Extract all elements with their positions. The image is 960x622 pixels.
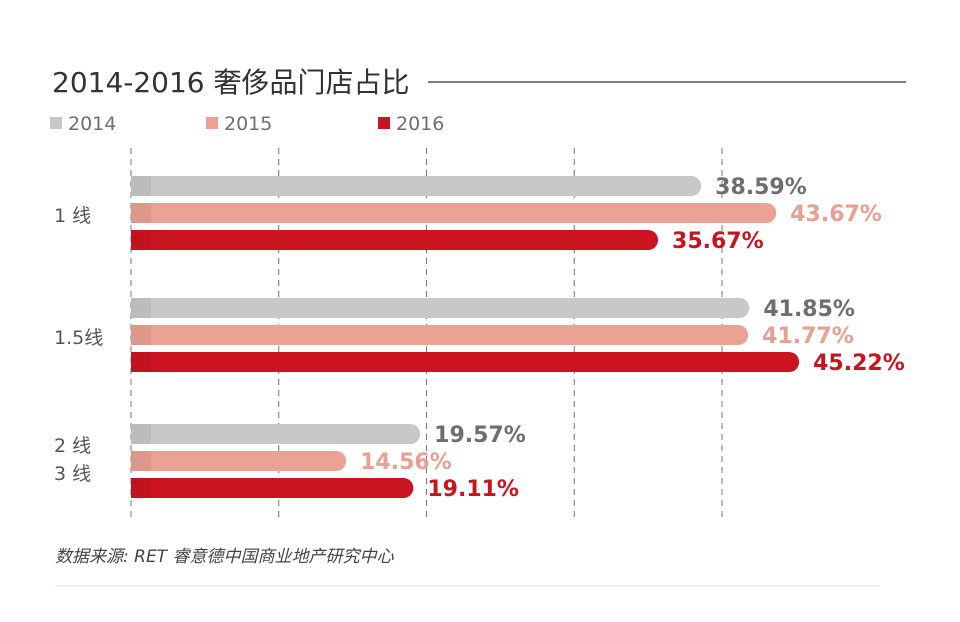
- chart-title: 2014-2016 奢侈品门店占比: [52, 66, 410, 99]
- bar: [131, 203, 777, 223]
- bar-stub: [131, 230, 151, 250]
- bar-stub: [131, 478, 151, 498]
- bar-stub: [131, 176, 151, 196]
- category-label: 1.5线: [54, 327, 103, 349]
- category-label: 3 线: [54, 463, 91, 485]
- category-labels: 1 线 1.5线 2 线 3 线: [54, 205, 103, 485]
- bar: [131, 352, 800, 372]
- category-label: 2 线: [54, 435, 91, 457]
- bar-stub: [131, 424, 151, 444]
- bar-start: [131, 176, 151, 196]
- bar: [131, 424, 421, 444]
- bar-start: [131, 203, 151, 223]
- value-label: 43.67%: [790, 202, 882, 227]
- legend-label: 2014: [68, 113, 116, 135]
- legend-swatch: [378, 117, 390, 129]
- bar: [131, 451, 347, 471]
- legend: 2014 2015 2016: [50, 113, 444, 135]
- value-label: 41.77%: [762, 324, 854, 349]
- bar-stub: [131, 451, 151, 471]
- value-label: 19.57%: [434, 423, 526, 448]
- bar-stub: [131, 352, 151, 372]
- value-label: 14.56%: [360, 450, 452, 475]
- bar-stub: [131, 203, 151, 223]
- value-label: 38.59%: [715, 175, 807, 200]
- legend-swatch: [50, 117, 62, 129]
- value-label: 35.67%: [672, 229, 764, 254]
- bar: [131, 325, 749, 345]
- bar-start: [131, 478, 151, 498]
- value-labels: 38.59%43.67% 35.67% 41.85%41.77%45.22% 19.5…: [360, 175, 905, 502]
- legend-swatch: [206, 117, 218, 129]
- bar: [131, 176, 702, 196]
- bar-start: [131, 298, 151, 318]
- value-label: 41.85%: [763, 297, 855, 322]
- bar-start: [131, 325, 151, 345]
- bar-start: [131, 451, 151, 471]
- bar: [131, 478, 414, 498]
- bar-stub: [131, 325, 151, 345]
- category-label: 1 线: [54, 205, 91, 227]
- bar: [131, 230, 659, 250]
- value-label: 19.11%: [427, 477, 519, 502]
- bar-stub: [131, 298, 151, 318]
- bar: [131, 298, 750, 318]
- legend-label: 2015: [224, 113, 272, 135]
- source-note: 数据来源: RET 睿意德中国商业地产研究中心: [55, 547, 394, 567]
- bar-start: [131, 230, 151, 250]
- value-label: 45.22%: [813, 351, 905, 376]
- bars: [131, 176, 800, 498]
- legend-label: 2016: [396, 113, 444, 135]
- bar-start: [131, 424, 151, 444]
- bar-start: [131, 352, 151, 372]
